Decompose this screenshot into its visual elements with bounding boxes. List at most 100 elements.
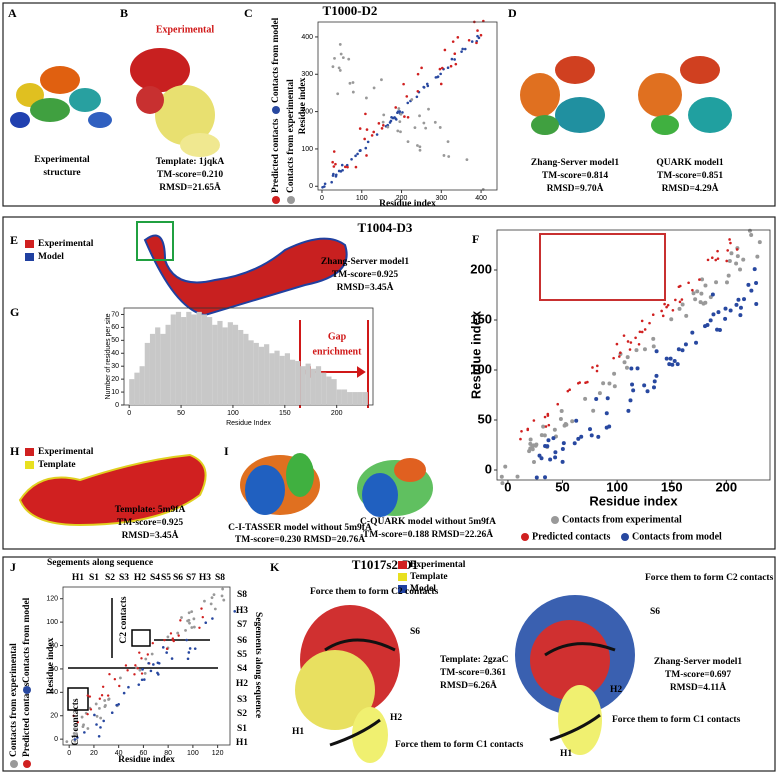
contact-dot xyxy=(479,33,483,37)
x-tick-label: 50 xyxy=(177,410,185,417)
contact-dot xyxy=(519,437,522,441)
label: H1 xyxy=(292,727,304,737)
contact-dot xyxy=(169,632,173,635)
contact-dot xyxy=(515,474,520,479)
contact-dot xyxy=(213,607,217,611)
segment-label: S8 xyxy=(215,573,225,583)
x-axis-label: Residue index xyxy=(379,199,436,209)
x-axis-label: Residue index xyxy=(118,755,175,765)
contact-dot xyxy=(716,249,719,253)
contact-dot xyxy=(560,446,565,451)
contact-dot xyxy=(334,173,338,177)
contact-dot xyxy=(746,282,751,287)
contact-dot xyxy=(190,610,194,614)
histogram-bar xyxy=(310,368,316,405)
contact-dot xyxy=(576,436,581,441)
contact-dot xyxy=(163,638,166,642)
contact-dot xyxy=(147,661,150,665)
contact-dot xyxy=(396,111,399,115)
panel-label: B xyxy=(120,6,128,20)
segment-label: S8 xyxy=(237,590,247,600)
label: TM-score=0.210 xyxy=(157,170,223,180)
contact-dot xyxy=(698,278,701,281)
caption: Zhang-Server model1 xyxy=(531,158,619,168)
contact-dot xyxy=(152,663,155,666)
contact-dot xyxy=(695,289,700,294)
contact-dot xyxy=(596,434,601,439)
contact-dot xyxy=(93,713,96,717)
contact-dot xyxy=(691,288,694,292)
contact-dot xyxy=(187,651,191,654)
contact-dot xyxy=(465,158,469,161)
contact-dot xyxy=(124,664,128,667)
contact-dot xyxy=(476,34,479,38)
legend-marker xyxy=(272,106,280,114)
label: Force them to form C1 contacts xyxy=(395,740,524,750)
contact-dot xyxy=(81,725,85,729)
contact-dot xyxy=(723,306,728,311)
contact-dot xyxy=(690,330,695,335)
contact-dot xyxy=(477,36,481,40)
contact-dot xyxy=(699,291,704,296)
histogram-bar xyxy=(134,372,140,405)
label: Template: 1jqkA xyxy=(156,157,225,167)
contact-dot xyxy=(144,657,148,661)
contact-dot xyxy=(416,144,419,147)
y-tick-label: 30 xyxy=(111,363,119,370)
caption: RMSD=3.45Å xyxy=(337,281,394,293)
contact-dot xyxy=(372,130,376,134)
contact-dot xyxy=(350,157,353,161)
histogram-bar xyxy=(274,350,280,405)
annotation-box xyxy=(67,598,218,711)
contact-dot xyxy=(729,251,734,256)
contact-dot xyxy=(107,698,110,701)
caption: Zhang-Server model1 xyxy=(654,657,742,667)
segment-label: H3 xyxy=(199,573,211,583)
contact-dot xyxy=(642,383,647,388)
contact-dot xyxy=(559,408,564,413)
contact-dot xyxy=(351,90,355,94)
title: T1004-D3 xyxy=(358,220,413,235)
contact-dot xyxy=(594,397,599,402)
contact-dot xyxy=(332,150,336,153)
legend-label: Experimental xyxy=(38,447,94,457)
contact-dot xyxy=(456,36,460,39)
contact-dot xyxy=(439,82,443,86)
panel-label: C xyxy=(244,6,253,20)
y-tick-label: 50 xyxy=(478,411,492,426)
contact-dot xyxy=(615,342,619,346)
legend-label: Contacts from model xyxy=(271,17,281,103)
contact-dot xyxy=(192,617,196,621)
contact-dot xyxy=(634,336,637,340)
contact-dot xyxy=(591,408,596,413)
contact-dot xyxy=(347,57,351,61)
contact-dot xyxy=(678,284,682,288)
contact-dot xyxy=(364,146,368,150)
contact-dot xyxy=(553,455,558,460)
contact-dot xyxy=(399,130,402,134)
legend-label: Predicted contacts xyxy=(22,682,32,757)
contact-dot xyxy=(126,669,129,672)
x-tick-label: 120 xyxy=(212,750,224,757)
contact-dot xyxy=(734,302,739,307)
contact-dot xyxy=(757,240,762,245)
contact-dot xyxy=(635,366,640,371)
legend-label: Template xyxy=(38,460,76,470)
contact-dot xyxy=(726,273,731,278)
contact-dot xyxy=(674,298,677,302)
y-tick-label: 200 xyxy=(470,261,492,276)
label: H1 xyxy=(560,749,572,759)
contact-dot xyxy=(141,668,144,671)
contact-dot xyxy=(193,647,197,650)
contact-dot xyxy=(520,429,523,433)
contact-dot xyxy=(94,702,98,706)
contact-dot xyxy=(537,453,542,458)
legend-label: Experimental xyxy=(38,239,94,249)
contact-dot xyxy=(354,154,357,158)
y-tick-label: 50 xyxy=(111,337,119,344)
contact-dot xyxy=(416,89,420,93)
contact-dot xyxy=(453,58,456,61)
contact-dot xyxy=(323,182,327,186)
label: Force them to form C1 contacts xyxy=(612,715,741,725)
